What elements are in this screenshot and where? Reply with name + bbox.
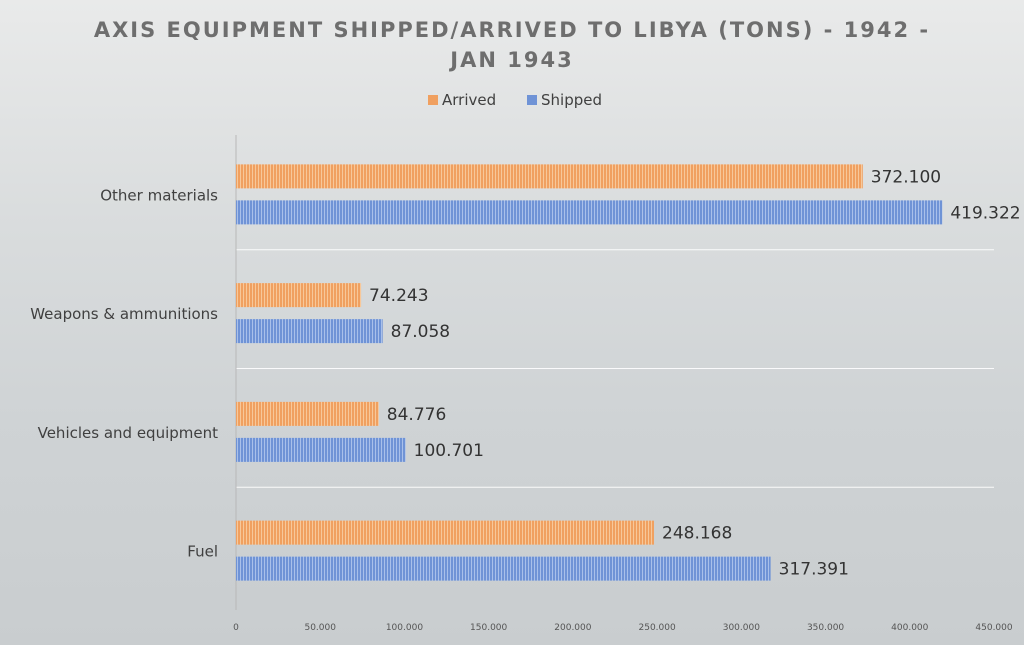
x-tick-label: 400.000	[891, 623, 928, 633]
legend-label: Arrived	[442, 91, 496, 109]
bar-shipped	[236, 437, 406, 462]
data-label: 84.776	[387, 405, 446, 425]
x-tick-label: 0	[233, 623, 239, 633]
legend-swatch-arrived	[428, 95, 438, 105]
category-label: Weapons & ammunitions	[30, 305, 218, 323]
x-tick-label: 150.000	[470, 623, 507, 633]
x-tick-label: 450.000	[975, 623, 1012, 633]
bar-shipped	[236, 556, 771, 581]
x-tick-label: 250.000	[639, 623, 676, 633]
x-tick-label: 300.000	[723, 623, 760, 633]
category-label: Vehicles and equipment	[38, 424, 219, 442]
legend-label: Shipped	[541, 91, 602, 109]
bar-arrived	[236, 520, 655, 545]
x-tick-label: 50.000	[304, 623, 336, 633]
data-label: 100.701	[414, 441, 484, 461]
category-label: Other materials	[100, 186, 218, 204]
data-label: 74.243	[369, 286, 428, 306]
bar-arrived	[236, 164, 863, 189]
data-label: 372.100	[871, 167, 941, 187]
bar-shipped	[236, 319, 383, 344]
category-label: Fuel	[187, 543, 218, 561]
legend-swatch-shipped	[527, 95, 537, 105]
data-label: 87.058	[391, 322, 450, 342]
data-label: 419.322	[950, 203, 1020, 223]
data-label: 248.168	[662, 524, 732, 544]
x-tick-label: 200.000	[554, 623, 591, 633]
chart-title-line-2: JAN 1943	[450, 48, 574, 72]
bar-shipped	[236, 200, 943, 225]
x-tick-label: 100.000	[386, 623, 423, 633]
bar-arrived	[236, 401, 379, 426]
chart-title-line-1: AXIS EQUIPMENT SHIPPED/ARRIVED TO LIBYA …	[93, 18, 931, 42]
bar-arrived	[236, 283, 362, 308]
data-label: 317.391	[779, 560, 849, 580]
x-tick-label: 350.000	[807, 623, 844, 633]
